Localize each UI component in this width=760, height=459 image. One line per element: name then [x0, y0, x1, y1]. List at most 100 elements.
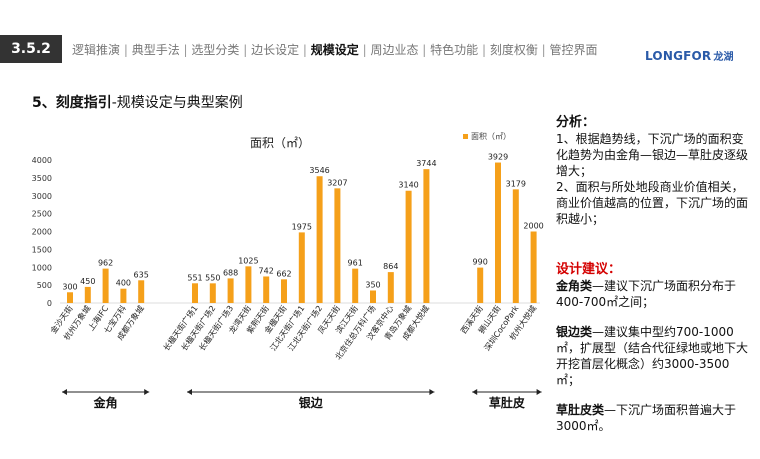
bar-9 — [263, 276, 270, 303]
group-label-2: 草肚皮 — [489, 395, 525, 410]
value-label-0: 300 — [62, 282, 77, 291]
value-label-15: 350 — [365, 280, 380, 289]
value-label-21: 3179 — [506, 179, 526, 188]
silver-text: —建议集中型约700-1000㎡，扩展型（结合代征绿地或地下大开挖首层化概念）约… — [556, 325, 749, 387]
bar-10 — [281, 279, 287, 303]
section-number: 3.5.2 — [11, 41, 51, 57]
y-tick-label: 3500 — [32, 174, 52, 183]
slide-title: 5、刻度指引-规模设定与典型案例 — [32, 92, 243, 112]
bar-15 — [370, 290, 376, 303]
group-arrow-left-0 — [62, 389, 67, 395]
group-arrow-right-0 — [144, 389, 150, 395]
value-label-13: 3207 — [327, 178, 347, 187]
y-tick-label: 2000 — [32, 228, 52, 237]
bar-13 — [334, 188, 341, 303]
y-tick-label: 0 — [47, 299, 52, 308]
nav-item-1[interactable]: 典型手法 — [131, 43, 180, 57]
y-tick-label: 3000 — [32, 192, 52, 201]
bar-18 — [423, 169, 430, 303]
bar-20 — [495, 162, 501, 303]
y-tick-label: 500 — [37, 281, 52, 290]
analysis-heading: 分析： — [556, 115, 596, 130]
value-label-14: 961 — [348, 259, 363, 268]
bar-6 — [209, 283, 216, 303]
value-label-18: 3744 — [416, 159, 436, 168]
bar-1 — [84, 286, 91, 303]
group-arrow-right-1 — [429, 389, 435, 395]
y-tick-label: 4000 — [32, 156, 52, 165]
nav-item-0[interactable]: 逻辑推演 — [72, 43, 121, 57]
nav-item-3[interactable]: 边长设定 — [251, 43, 300, 57]
logo-text: LONGFOR — [645, 49, 712, 63]
bar-16 — [387, 272, 394, 303]
y-tick-label: 2500 — [32, 210, 52, 219]
legend-label: 面积（㎡） — [471, 131, 511, 141]
value-label-11: 1975 — [292, 222, 312, 231]
group-label-0: 金角 — [93, 395, 118, 410]
value-label-4: 635 — [134, 270, 149, 279]
group-arrow-left-2 — [472, 389, 478, 395]
nav-item-5[interactable]: 周边业态 — [370, 43, 419, 57]
bar-21 — [512, 189, 519, 303]
top-nav: 逻辑推演 | 典型手法 | 选型分类 | 边长设定 | 规模设定 | 周边业态 … — [72, 41, 598, 58]
grass-label: 草肚皮类 — [556, 403, 605, 417]
nav-separator: | — [299, 43, 311, 57]
analysis-point-2: 2、面积与所处地段商业价值相关，商业价值越高的位置，下沉广场的面积越小； — [556, 180, 749, 226]
bar-12 — [316, 176, 323, 303]
bar-14 — [352, 268, 359, 303]
nav-item-2[interactable]: 选型分类 — [191, 43, 240, 57]
y-tick-label: 1500 — [32, 245, 52, 254]
bar-22 — [530, 231, 537, 303]
value-label-8: 1025 — [238, 256, 258, 265]
value-label-3: 400 — [116, 279, 131, 288]
bar-11 — [298, 232, 305, 303]
value-label-10: 662 — [276, 269, 291, 278]
suggestion-silver: 银边类—建议集中型约700-1000㎡，扩展型（结合代征绿地或地下大开挖首层化概… — [556, 324, 751, 388]
value-label-17: 3140 — [398, 181, 418, 190]
bar-7 — [227, 278, 234, 303]
bar-3 — [120, 288, 127, 303]
value-label-6: 550 — [205, 273, 220, 282]
nav-item-7[interactable]: 刻度权衡 — [489, 43, 538, 57]
section-number-bar — [0, 35, 62, 63]
grass-text: —下沉广场面积普遍大于3000㎡。 — [556, 403, 737, 433]
silver-label: 银边类 — [556, 325, 593, 339]
value-label-19: 990 — [473, 258, 488, 267]
value-label-9: 742 — [259, 266, 274, 275]
nav-item-8[interactable]: 管控界面 — [549, 43, 598, 57]
logo-cn-text: 龙湖 — [713, 52, 734, 63]
suggestion-gold: 金角类—建议下沉广场面积分布于400-700㎡之间； — [556, 278, 751, 310]
suggestion-panel: 设计建议： 金角类—建议下沉广场面积分布于400-700㎡之间； 银边类—建议集… — [556, 262, 751, 434]
y-tick-label: 1000 — [32, 263, 52, 272]
value-label-22: 2000 — [523, 222, 543, 231]
group-label-1: 银边 — [299, 395, 324, 410]
bar-8 — [245, 266, 252, 303]
value-label-16: 864 — [383, 262, 398, 271]
value-label-5: 551 — [187, 273, 202, 282]
value-label-2: 962 — [98, 259, 113, 268]
value-label-7: 688 — [223, 268, 238, 277]
gold-label: 金角类 — [556, 279, 593, 293]
value-label-1: 450 — [80, 277, 95, 286]
suggestion-grass: 草肚皮类—下沉广场面积普遍大于3000㎡。 — [556, 402, 751, 434]
nav-separator: | — [478, 43, 490, 57]
group-arrow-right-2 — [536, 389, 542, 395]
chart-title: 面积（㎡） — [250, 136, 310, 150]
analysis-panel: 分析： 1、根据趋势线，下沉广场的面积变化趋势为由金角—银边—草肚皮逐级增大； … — [556, 115, 751, 227]
nav-separator: | — [358, 43, 371, 57]
nav-separator: | — [179, 43, 192, 57]
nav-item-4[interactable]: 规模设定 — [310, 43, 359, 57]
bar-5 — [192, 283, 198, 303]
bar-0 — [67, 292, 73, 303]
value-label-20: 3929 — [488, 153, 508, 162]
bar-2 — [102, 268, 109, 303]
nav-item-6[interactable]: 特色功能 — [430, 43, 479, 57]
value-label-12: 3546 — [309, 166, 329, 175]
nav-separator: | — [239, 43, 252, 57]
analysis-point-1: 1、根据趋势线，下沉广场的面积变化趋势为由金角—银边—草肚皮逐级增大； — [556, 132, 749, 178]
bar-19 — [477, 267, 484, 303]
nav-separator: | — [418, 43, 431, 57]
suggestion-heading: 设计建议： — [556, 262, 622, 277]
slide-title-rest: -规模设定与典型案例 — [111, 95, 243, 111]
